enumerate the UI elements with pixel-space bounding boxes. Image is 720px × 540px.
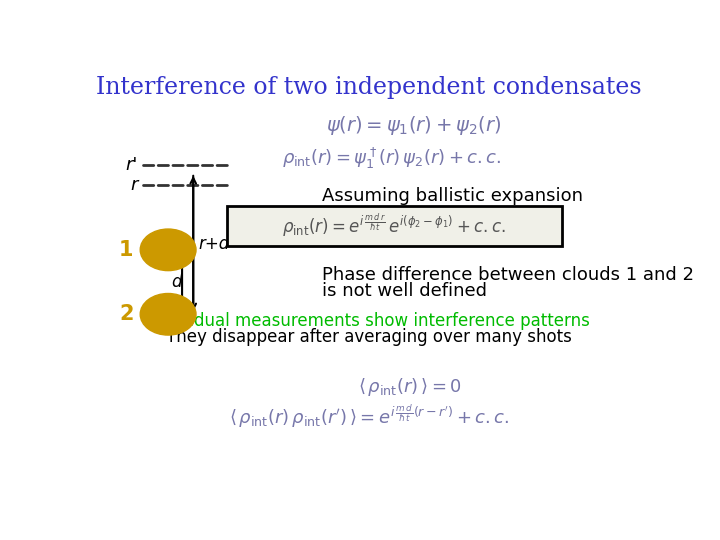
Text: Interference of two independent condensates: Interference of two independent condensa… bbox=[96, 76, 642, 99]
Text: Individual measurements show interference patterns: Individual measurements show interferenc… bbox=[148, 312, 590, 329]
Bar bbox=[227, 206, 562, 246]
Text: $\psi(r) = \psi_1(r) + \psi_2(r)$: $\psi(r) = \psi_1(r) + \psi_2(r)$ bbox=[326, 113, 501, 137]
Text: Phase difference between clouds 1 and 2: Phase difference between clouds 1 and 2 bbox=[322, 266, 693, 284]
Text: 1: 1 bbox=[119, 240, 133, 260]
Circle shape bbox=[140, 293, 196, 335]
Text: $\langle\,\rho_{\mathrm{int}}(r)\,\rangle = 0$: $\langle\,\rho_{\mathrm{int}}(r)\,\rangl… bbox=[358, 376, 462, 398]
Text: They disappear after averaging over many shots: They disappear after averaging over many… bbox=[166, 328, 572, 346]
Text: r: r bbox=[130, 177, 138, 194]
Text: Assuming ballistic expansion: Assuming ballistic expansion bbox=[322, 187, 582, 205]
Text: r+d: r+d bbox=[199, 234, 230, 253]
Text: $\langle\,\rho_{\mathrm{int}}(r)\,\rho_{\mathrm{int}}(r^\prime)\,\rangle = e^{i\: $\langle\,\rho_{\mathrm{int}}(r)\,\rho_{… bbox=[229, 402, 509, 430]
Text: $\rho_{\mathrm{int}}(r) = e^{i\,\frac{m\,d\,r}{\hbar t}}\,e^{i(\phi_2 - \phi_1)}: $\rho_{\mathrm{int}}(r) = e^{i\,\frac{m\… bbox=[282, 212, 506, 239]
Circle shape bbox=[140, 229, 196, 271]
Text: 2: 2 bbox=[119, 304, 133, 325]
Text: r': r' bbox=[125, 156, 138, 173]
Text: is not well defined: is not well defined bbox=[322, 282, 487, 300]
Text: d: d bbox=[171, 273, 181, 291]
Text: $\rho_{\mathrm{int}}(r) = \psi_1^\dagger(r)\,\psi_2(r) + c.c.$: $\rho_{\mathrm{int}}(r) = \psi_1^\dagger… bbox=[282, 146, 501, 171]
